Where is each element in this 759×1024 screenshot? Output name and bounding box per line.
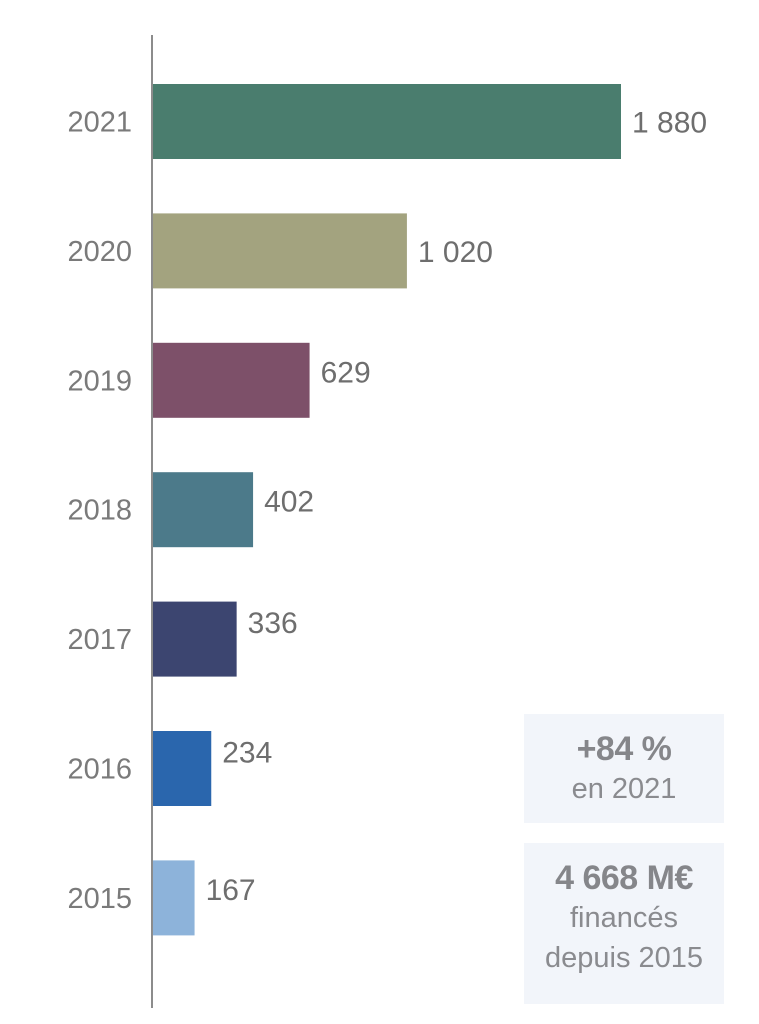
bar-2017 <box>153 601 237 677</box>
category-label: 2019 <box>67 365 132 397</box>
total-caption-line2: depuis 2015 <box>544 942 704 974</box>
bar-2016 <box>153 731 212 806</box>
value-label: 167 <box>206 874 256 907</box>
value-label: 629 <box>321 356 371 389</box>
category-label: 2015 <box>67 883 132 915</box>
value-label: 1 020 <box>418 236 493 269</box>
total-callout: 4 668 M€ financés depuis 2015 <box>524 843 724 1004</box>
bar-2015 <box>153 860 195 936</box>
category-label: 2016 <box>67 754 132 786</box>
value-label: 234 <box>222 737 272 770</box>
value-label: 336 <box>248 607 298 640</box>
category-label: 2020 <box>67 236 132 268</box>
value-label: 402 <box>264 486 314 519</box>
category-label: 2017 <box>67 624 132 656</box>
value-label: 1 880 <box>632 107 707 140</box>
bar-2021 <box>153 84 621 159</box>
bar-2018 <box>153 472 254 548</box>
category-label: 2018 <box>67 495 132 527</box>
total-caption-line1: financés <box>569 902 678 934</box>
bar-2020 <box>153 213 407 289</box>
growth-caption: en 2021 <box>571 773 677 805</box>
growth-callout: +84 % en 2021 <box>524 714 724 823</box>
total-value: 4 668 M€ <box>555 859 693 897</box>
bar-2019 <box>153 342 310 418</box>
category-label: 2021 <box>67 107 132 139</box>
growth-value: +84 % <box>576 730 672 768</box>
